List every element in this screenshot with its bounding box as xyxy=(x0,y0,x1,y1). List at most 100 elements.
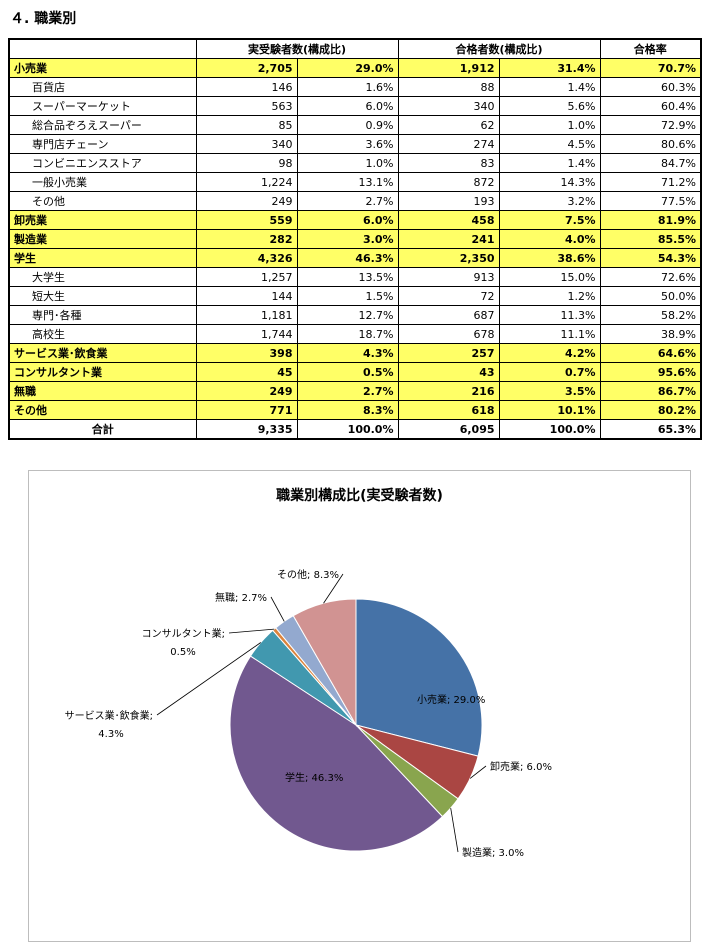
table-row: サービス業･飲食業 398 4.3% 257 4.2% 64.6% xyxy=(8,343,702,363)
cell-examinees: 1,257 xyxy=(195,267,298,287)
cell-name: その他 xyxy=(8,191,197,211)
cell-passers-ratio: 38.6% xyxy=(498,248,601,268)
cell-passers: 678 xyxy=(397,324,500,344)
cell-passers: 43 xyxy=(397,362,500,382)
cell-examinees-ratio: 6.0% xyxy=(296,210,399,230)
cell-rate: 60.3% xyxy=(599,77,702,97)
cell-rate: 85.5% xyxy=(599,229,702,249)
cell-examinees-ratio: 12.7% xyxy=(296,305,399,325)
cell-examinees: 249 xyxy=(195,191,298,211)
header-occupation xyxy=(8,38,197,59)
cell-passers-ratio: 11.1% xyxy=(498,324,601,344)
pie-chart: 小売業; 29.0% 卸売業; 6.0% 製造業; 3.0% 学生; 46.3% サービ… xyxy=(65,568,552,859)
cell-name: サービス業･飲食業 xyxy=(8,343,197,363)
cell-passers: 872 xyxy=(397,172,500,192)
occupation-table: 実受験者数(構成比) 合格者数(構成比) 合格率 小売業 2,705 29.0% 1,… xyxy=(8,38,702,440)
cell-passers: 913 xyxy=(397,267,500,287)
cell-passers: 88 xyxy=(397,77,500,97)
pie-leader-line-1 xyxy=(469,765,487,779)
cell-passers-ratio: 5.6% xyxy=(498,96,601,116)
cell-rate: 86.7% xyxy=(599,381,702,401)
table-body: 小売業 2,705 29.0% 1,912 31.4% 70.7% 百貨店 146 1.6% 88… xyxy=(8,58,702,440)
table-row: 製造業 282 3.0% 241 4.0% 85.5% xyxy=(8,229,702,249)
cell-name: 学生 xyxy=(8,248,197,268)
cell-examinees: 1,744 xyxy=(195,324,298,344)
cell-rate: 64.6% xyxy=(599,343,702,363)
cell-examinees: 144 xyxy=(195,286,298,306)
cell-passers-ratio: 1.4% xyxy=(498,77,601,97)
pie-leader-line-5 xyxy=(228,628,275,634)
pie-data-label-5: コンサルタント業; xyxy=(142,627,225,640)
cell-passers: 618 xyxy=(397,400,500,420)
pie-data-label-3: 学生; 46.3% xyxy=(285,771,343,784)
cell-rate: 70.7% xyxy=(599,58,702,78)
cell-examinees-ratio: 46.3% xyxy=(296,248,399,268)
table-row: 百貨店 146 1.6% 88 1.4% 60.3% xyxy=(8,77,702,97)
cell-passers: 687 xyxy=(397,305,500,325)
cell-examinees-ratio: 6.0% xyxy=(296,96,399,116)
chart-title: 職業別構成比(実受験者数) xyxy=(276,488,443,504)
cell-name: コンビニエンスストア xyxy=(8,153,197,173)
cell-passers-ratio: 4.5% xyxy=(498,134,601,154)
cell-examinees: 398 xyxy=(195,343,298,363)
table-row: 小売業 2,705 29.0% 1,912 31.4% 70.7% xyxy=(8,58,702,78)
cell-examinees-ratio: 18.7% xyxy=(296,324,399,344)
cell-passers: 62 xyxy=(397,115,500,135)
cell-examinees-ratio: 1.0% xyxy=(296,153,399,173)
cell-rate: 58.2% xyxy=(599,305,702,325)
table-row: 高校生 1,744 18.7% 678 11.1% 38.9% xyxy=(8,324,702,344)
cell-passers-ratio: 1.2% xyxy=(498,286,601,306)
cell-name: その他 xyxy=(8,400,197,420)
pie-data-label-2: 製造業; 3.0% xyxy=(462,846,524,859)
cell-examinees: 85 xyxy=(195,115,298,135)
cell-rate: 65.3% xyxy=(599,419,702,440)
cell-passers-ratio: 7.5% xyxy=(498,210,601,230)
pie-data-label-6: 無職; 2.7% xyxy=(215,591,267,604)
cell-examinees-ratio: 13.1% xyxy=(296,172,399,192)
cell-rate: 72.9% xyxy=(599,115,702,135)
cell-passers-ratio: 15.0% xyxy=(498,267,601,287)
cell-examinees: 9,335 xyxy=(195,419,298,440)
cell-name: 総合品ぞろえスーパー xyxy=(8,115,197,135)
cell-rate: 84.7% xyxy=(599,153,702,173)
pie-data-label-5: 0.5% xyxy=(170,647,195,658)
cell-passers-ratio: 3.2% xyxy=(498,191,601,211)
cell-name: 卸売業 xyxy=(8,210,197,230)
cell-examinees: 563 xyxy=(195,96,298,116)
cell-examinees-ratio: 1.6% xyxy=(296,77,399,97)
cell-passers: 193 xyxy=(397,191,500,211)
cell-rate: 50.0% xyxy=(599,286,702,306)
cell-passers-ratio: 10.1% xyxy=(498,400,601,420)
pie-data-label-7: その他; 8.3% xyxy=(277,568,339,581)
pie-slice-3 xyxy=(229,655,444,852)
cell-name: 専門･各種 xyxy=(8,305,197,325)
cell-name: 百貨店 xyxy=(8,77,197,97)
cell-examinees: 45 xyxy=(195,362,298,382)
table-row: コンサルタント業 45 0.5% 43 0.7% 95.6% xyxy=(8,362,702,382)
cell-examinees-ratio: 3.0% xyxy=(296,229,399,249)
table-row: 短大生 144 1.5% 72 1.2% 50.0% xyxy=(8,286,702,306)
cell-name: 短大生 xyxy=(8,286,197,306)
cell-passers-ratio: 14.3% xyxy=(498,172,601,192)
header-pass-rate: 合格率 xyxy=(599,38,702,59)
table-header-row: 実受験者数(構成比) 合格者数(構成比) 合格率 xyxy=(8,38,702,59)
cell-name: 無職 xyxy=(8,381,197,401)
pie-data-label-1: 卸売業; 6.0% xyxy=(490,760,552,773)
cell-examinees-ratio: 1.5% xyxy=(296,286,399,306)
table-row: 一般小売業 1,224 13.1% 872 14.3% 71.2% xyxy=(8,172,702,192)
table-row: 総合品ぞろえスーパー 85 0.9% 62 1.0% 72.9% xyxy=(8,115,702,135)
cell-rate: 81.9% xyxy=(599,210,702,230)
cell-name: 製造業 xyxy=(8,229,197,249)
cell-passers-ratio: 1.4% xyxy=(498,153,601,173)
pie-slice-0 xyxy=(355,598,483,757)
cell-examinees-ratio: 2.7% xyxy=(296,191,399,211)
cell-examinees: 2,705 xyxy=(195,58,298,78)
cell-name: コンサルタント業 xyxy=(8,362,197,382)
table-row: 学生 4,326 46.3% 2,350 38.6% 54.3% xyxy=(8,248,702,268)
table-row: 大学生 1,257 13.5% 913 15.0% 72.6% xyxy=(8,267,702,287)
table-row: 無職 249 2.7% 216 3.5% 86.7% xyxy=(8,381,702,401)
cell-passers: 458 xyxy=(397,210,500,230)
header-examinees: 実受験者数(構成比) xyxy=(195,38,399,59)
cell-name: 大学生 xyxy=(8,267,197,287)
cell-passers: 257 xyxy=(397,343,500,363)
